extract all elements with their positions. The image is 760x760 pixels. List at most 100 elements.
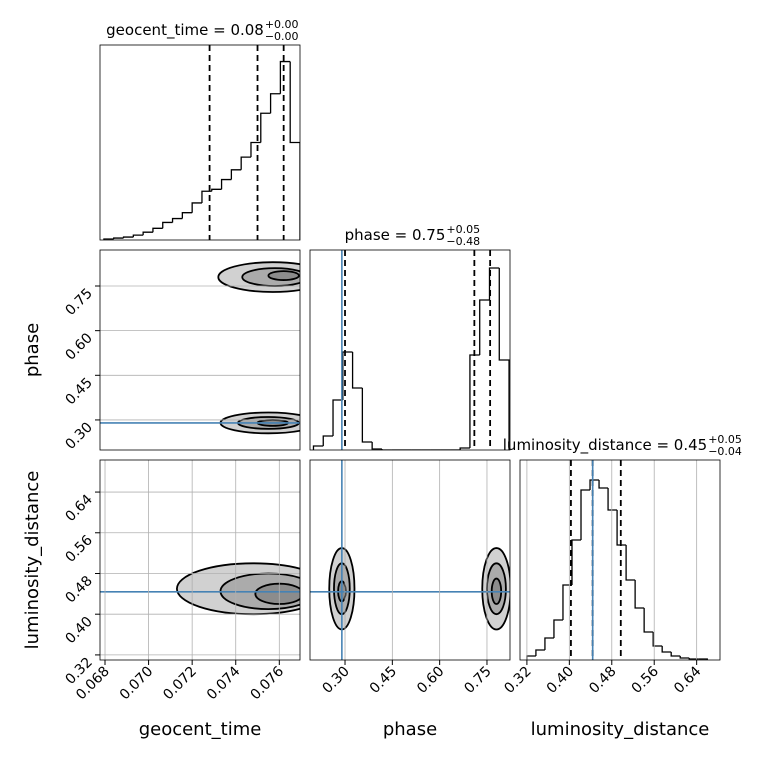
- histogram-step: [661, 646, 672, 653]
- histogram-step: [162, 221, 173, 229]
- title-sup: +0.00: [265, 18, 299, 31]
- histogram-step: [279, 60, 291, 94]
- panel-frame: [309, 459, 511, 661]
- histogram-step: [580, 489, 591, 540]
- histogram-step: [607, 488, 618, 511]
- histogram-step: [571, 539, 582, 585]
- histogram-step: [526, 655, 536, 660]
- plot-area: [100, 562, 300, 616]
- x-tick-label: 0.070: [117, 664, 157, 704]
- x-tick-label: 0.60: [414, 664, 447, 697]
- panel-title: luminosity_distance = 0.45: [503, 436, 707, 455]
- x-axis-label: geocent_time: [139, 719, 262, 740]
- histogram-step: [269, 93, 281, 114]
- x-tick-label: 0.32: [501, 664, 534, 697]
- histogram-step: [535, 649, 545, 656]
- histogram-step: [152, 227, 163, 233]
- histogram-step: [670, 652, 681, 657]
- histogram-step: [220, 178, 232, 190]
- histogram-step: [634, 580, 645, 609]
- y-tick-label: 0.75: [62, 286, 95, 319]
- y-tick-label: 0.45: [62, 375, 95, 408]
- histogram-step: [469, 354, 480, 448]
- y-tick-label: 0.56: [62, 532, 95, 565]
- contour: [267, 270, 300, 281]
- panel: 0.32 0.40 0.48 0.56 0.64 luminosity_distance …: [501, 433, 742, 740]
- histogram-step: [342, 351, 353, 400]
- histogram-step: [191, 202, 202, 213]
- x-tick-label: 0.074: [204, 663, 244, 703]
- histogram-step: [498, 268, 510, 450]
- plot-area: [312, 250, 510, 450]
- histogram-step: [361, 388, 373, 443]
- x-tick-label: 0.30: [319, 664, 352, 697]
- panel: 0.30 0.45 0.60 0.75 phase: [22, 249, 301, 453]
- plot-area: [103, 45, 300, 240]
- title-sub: −0.00: [265, 30, 299, 43]
- histogram-step: [371, 442, 382, 450]
- panel-title: phase = 0.75: [345, 226, 446, 244]
- histogram-step: [142, 231, 153, 236]
- histogram-step: [250, 141, 261, 158]
- histogram-step: [132, 234, 144, 238]
- x-tick-label: 0.48: [586, 664, 619, 697]
- x-tick-label: 0.076: [247, 663, 287, 703]
- x-axis-label: luminosity_distance: [531, 719, 710, 740]
- histogram-step: [181, 212, 193, 219]
- histogram-step: [312, 445, 324, 450]
- histogram-step: [381, 449, 392, 450]
- y-tick-label: 0.40: [62, 614, 95, 647]
- histogram-step: [351, 352, 363, 389]
- histogram-step: [122, 236, 134, 239]
- histogram-step: [113, 237, 124, 240]
- x-tick-label: 0.45: [367, 664, 400, 697]
- histogram-step: [289, 61, 300, 240]
- histogram-step: [332, 399, 343, 436]
- title-sup: +0.05: [708, 433, 742, 446]
- panel-frame: [519, 459, 721, 661]
- histogram-step: [201, 190, 212, 203]
- panel-frame: [99, 249, 301, 451]
- title-sup: +0.05: [446, 223, 480, 236]
- x-tick-label: 0.75: [461, 664, 494, 697]
- panel-frame: [99, 44, 301, 241]
- plot-area: [526, 460, 708, 660]
- panel-frame: [309, 249, 511, 451]
- histogram-step: [459, 447, 470, 450]
- histogram-step: [230, 169, 242, 180]
- x-tick-label: 0.64: [671, 663, 704, 696]
- histogram-step: [652, 632, 663, 647]
- y-axis-label: phase: [22, 323, 43, 377]
- histogram-step: [625, 545, 636, 581]
- y-tick-label: 0.60: [62, 330, 95, 363]
- x-tick-label: 0.40: [544, 664, 577, 697]
- x-tick-label: 0.56: [629, 663, 662, 696]
- x-axis-label: phase: [383, 719, 437, 740]
- panel: 0.30 0.45 0.60 0.75 phase: [309, 459, 511, 740]
- y-tick-label: 0.64: [62, 492, 95, 525]
- histogram-step: [553, 619, 563, 638]
- histogram-step: [544, 637, 554, 650]
- contour: [217, 261, 300, 293]
- histogram-step: [598, 480, 609, 489]
- y-axis-label: luminosity_distance: [22, 471, 43, 650]
- histogram-step: [589, 479, 600, 490]
- histogram-step: [240, 156, 251, 170]
- histogram-step: [211, 188, 222, 192]
- x-tick-label: 0.072: [160, 664, 200, 704]
- histogram-step: [688, 658, 699, 660]
- histogram-step: [171, 217, 183, 223]
- y-tick-label: 0.48: [62, 573, 95, 606]
- histogram-step: [679, 656, 690, 659]
- histogram-step: [488, 267, 500, 300]
- histogram-step: [479, 299, 490, 355]
- panel-title: geocent_time = 0.08: [106, 21, 264, 40]
- histogram-step: [643, 608, 654, 633]
- panel-frame: [99, 459, 301, 661]
- y-tick-label: 0.30: [62, 419, 95, 452]
- histogram-step: [260, 112, 271, 143]
- histogram-step: [616, 510, 627, 546]
- histogram-step: [322, 435, 334, 446]
- title-sub: −0.48: [446, 235, 480, 248]
